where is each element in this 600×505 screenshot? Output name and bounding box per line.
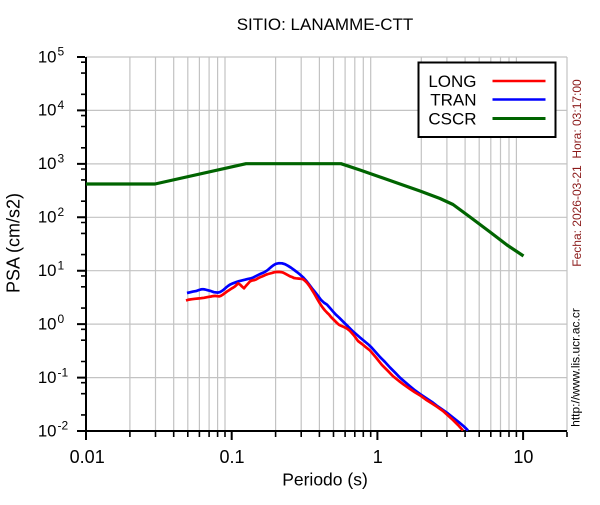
- svg-text:Fecha: 2026-03-21 Hora: 03:17: Fecha: 2026-03-21 Hora: 03:17:00: [570, 79, 584, 267]
- svg-text:Periodo (s): Periodo (s): [282, 470, 368, 490]
- svg-text:10: 10: [38, 368, 57, 387]
- svg-text:4: 4: [58, 98, 65, 112]
- svg-text:10: 10: [38, 314, 57, 333]
- svg-text:10: 10: [38, 421, 57, 440]
- svg-text:10: 10: [38, 261, 57, 280]
- svg-text:PSA (cm/s2): PSA (cm/s2): [4, 193, 24, 293]
- svg-text:TRAN: TRAN: [430, 90, 476, 109]
- svg-text:-2: -2: [58, 419, 69, 433]
- svg-text:-1: -1: [58, 365, 69, 379]
- svg-text:10: 10: [38, 101, 57, 120]
- svg-text:10: 10: [38, 208, 57, 227]
- svg-text:2: 2: [58, 205, 65, 219]
- svg-text:0.1: 0.1: [219, 447, 244, 467]
- svg-text:10: 10: [513, 447, 533, 467]
- svg-text:LONG: LONG: [428, 72, 476, 91]
- svg-text:http://www.lis.ucr.ac.cr: http://www.lis.ucr.ac.cr: [569, 308, 583, 427]
- svg-text:1: 1: [58, 258, 65, 272]
- svg-text:CSCR: CSCR: [428, 109, 476, 128]
- svg-text:0: 0: [58, 312, 65, 326]
- svg-text:5: 5: [58, 45, 65, 59]
- svg-text:10: 10: [38, 47, 57, 66]
- svg-text:10: 10: [38, 154, 57, 173]
- svg-text:1: 1: [373, 447, 383, 467]
- svg-text:3: 3: [58, 152, 65, 166]
- svg-text:SITIO: LANAMME-CTT: SITIO: LANAMME-CTT: [237, 15, 414, 34]
- svg-text:0.01: 0.01: [70, 447, 105, 467]
